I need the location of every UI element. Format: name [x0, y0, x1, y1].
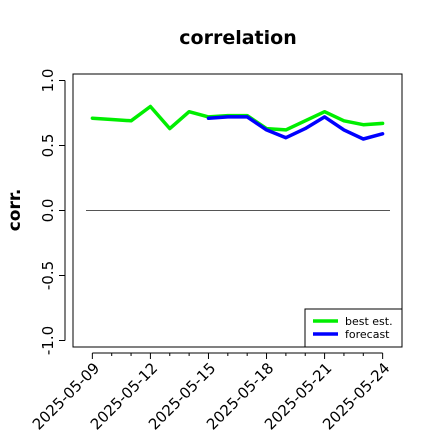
- y-tick-label: 1.0: [39, 69, 57, 93]
- y-tick-label: -0.5: [39, 261, 57, 290]
- legend-box: [304, 308, 403, 348]
- chart-title: correlation: [179, 27, 296, 49]
- legend-label: forecast: [345, 328, 390, 341]
- legend-label: best est.: [345, 315, 393, 328]
- series-layer: [90, 104, 385, 141]
- y-tick-label: 0.0: [39, 199, 57, 223]
- legend: best est.forecast: [304, 308, 403, 348]
- y-axis: -1.0 -0.5 0.0 0.5 1.0: [39, 69, 66, 355]
- plot-frame: [72, 73, 403, 348]
- y-axis-label: corr.: [5, 189, 25, 232]
- y-tick-label: -1.0: [39, 326, 57, 355]
- series-line-forecast: [206, 115, 385, 141]
- y-tick-label: 0.5: [39, 134, 57, 158]
- x-axis: 2025-05-092025-05-122025-05-152025-05-18…: [29, 352, 393, 433]
